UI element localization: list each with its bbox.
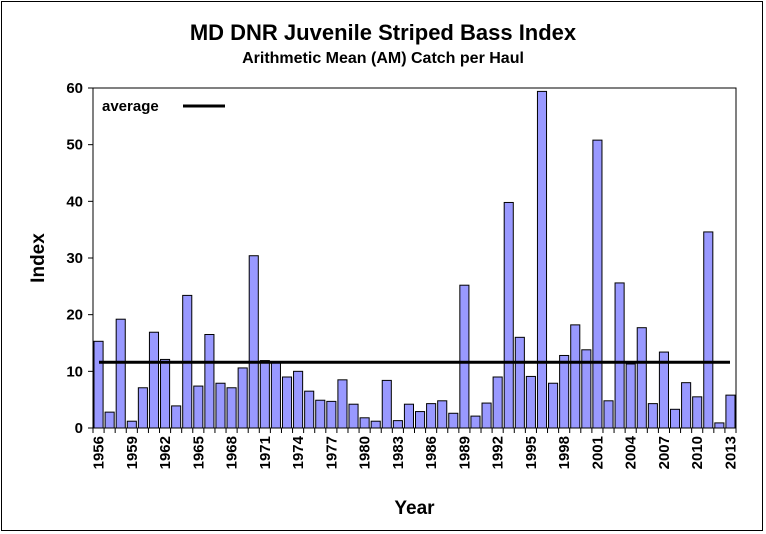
x-tick-label-2001: 2001	[589, 436, 606, 469]
x-tick-label-1986: 1986	[423, 436, 440, 469]
y-tick-label-0: 0	[75, 420, 83, 437]
bar-2009	[681, 382, 692, 429]
bar-1961	[148, 331, 160, 429]
y-tick-label-60: 60	[66, 80, 83, 97]
bar-1973	[281, 376, 293, 429]
chart-title: MD DNR Juvenile Striped Bass Index	[189, 20, 577, 45]
bar-2010	[692, 396, 703, 429]
bar-1977	[326, 400, 337, 429]
x-tick-label-2007: 2007	[656, 436, 673, 469]
x-tick-label-1995: 1995	[523, 436, 540, 469]
bar-1986	[426, 403, 437, 429]
bar-1987	[437, 400, 448, 429]
bar-1989	[459, 284, 470, 429]
bar-1966	[204, 334, 215, 429]
bar-2008	[669, 408, 681, 429]
bar-1972	[270, 362, 281, 429]
bar-2012	[714, 422, 725, 429]
x-tick-label-1992: 1992	[490, 436, 507, 469]
bar-1958	[115, 318, 126, 429]
bar-2004	[625, 363, 636, 429]
x-tick-label-1983: 1983	[390, 436, 407, 469]
bar-2011	[703, 231, 714, 429]
bar-1988	[448, 412, 459, 429]
bar-2002	[603, 400, 614, 429]
y-tick-label-30: 30	[66, 250, 83, 267]
y-tick-label-40: 40	[66, 193, 83, 210]
bar-1974	[293, 370, 304, 429]
bar-1995	[525, 375, 536, 429]
bar-1980	[359, 417, 370, 429]
bar-1996	[536, 90, 548, 429]
bar-1962	[160, 358, 171, 429]
bar-2013	[725, 394, 736, 429]
bar-1967	[215, 382, 226, 429]
bar-1990	[470, 415, 481, 429]
bar-1963	[171, 405, 182, 429]
bar-1969	[237, 367, 248, 429]
bar-2006	[647, 403, 658, 429]
bar-1985	[415, 411, 426, 429]
y-tick-label-10: 10	[66, 363, 83, 380]
bar-1957	[104, 411, 115, 429]
bar-1993	[503, 201, 514, 429]
bar-1960	[137, 387, 148, 429]
x-tick-label-1980: 1980	[357, 436, 374, 469]
bar-1956	[93, 340, 104, 429]
x-axis-title: Year	[394, 498, 435, 519]
bar-1991	[481, 402, 492, 429]
bar-1970	[248, 255, 259, 429]
bar-1976	[315, 399, 326, 429]
x-tick-label-2004: 2004	[623, 435, 640, 469]
bar-1997	[548, 382, 559, 429]
x-tick-label-1965: 1965	[190, 436, 207, 469]
x-ticks-group: 1956 1959 1962 1965 1968 1971 1974 1977 1980 1983…	[91, 428, 739, 469]
x-tick-label-2010: 2010	[689, 436, 706, 469]
x-tick-label-1989: 1989	[456, 436, 473, 469]
bar-1992	[492, 376, 503, 429]
y-axis-title: Index	[28, 233, 49, 283]
legend: average	[102, 98, 225, 115]
bar-2003	[614, 282, 625, 429]
bar-1978	[337, 379, 348, 429]
bar-1998	[559, 354, 570, 429]
x-tick-label-1971: 1971	[257, 436, 274, 469]
bar-1965	[193, 385, 204, 429]
bar-1994	[514, 336, 525, 429]
x-tick-label-1974: 1974	[290, 435, 307, 469]
bar-1982	[381, 379, 392, 429]
x-tick-label-2013: 2013	[722, 436, 739, 469]
bar-2005	[636, 327, 647, 429]
bar-1968	[226, 387, 237, 429]
bar-1981	[370, 420, 381, 429]
y-tick-label-50: 50	[66, 137, 83, 154]
x-tick-label-1998: 1998	[556, 436, 573, 469]
bar-1975	[304, 390, 315, 429]
legend-label: average	[102, 98, 159, 115]
y-ticks-group: 0 10 20 30 40 50 60	[66, 80, 93, 437]
bar-1979	[348, 403, 359, 429]
bar-2001	[592, 139, 603, 429]
x-tick-label-1959: 1959	[124, 436, 141, 469]
chart-subtitle: Arithmetic Mean (AM) Catch per Haul	[242, 50, 524, 67]
x-tick-label-1968: 1968	[224, 436, 241, 469]
bar-1971	[259, 360, 270, 429]
bar-1984	[403, 403, 415, 429]
x-tick-label-1977: 1977	[323, 436, 340, 469]
bar-1959	[126, 420, 137, 429]
x-tick-label-1962: 1962	[157, 436, 174, 469]
x-tick-label-1956: 1956	[91, 436, 108, 469]
bar-1999	[570, 324, 581, 429]
bar-1983	[392, 420, 403, 429]
bars-group	[93, 90, 736, 429]
y-tick-label-20: 20	[66, 307, 83, 324]
